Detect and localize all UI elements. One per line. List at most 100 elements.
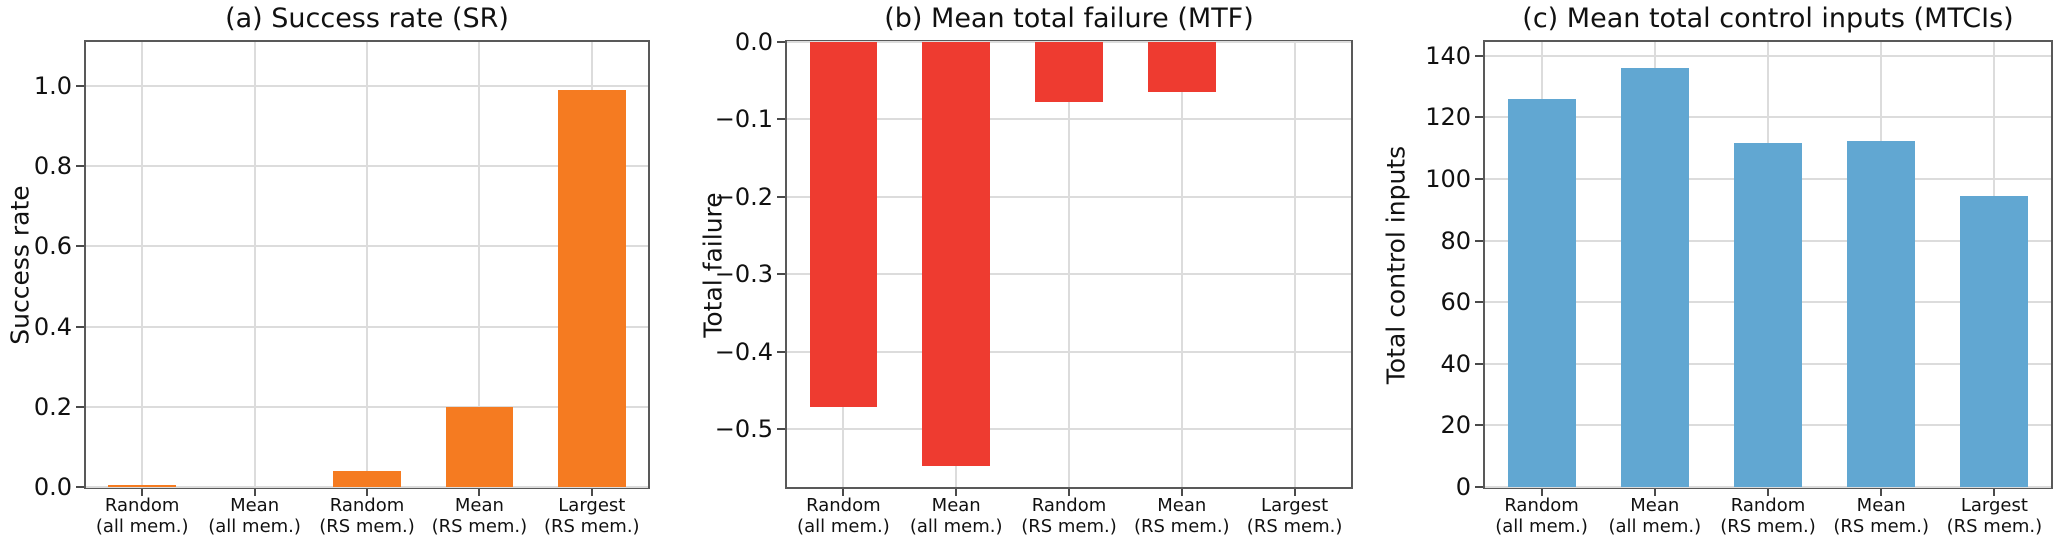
x-tick-label: Mean (RS mem.) [1134, 495, 1230, 537]
bar-mean-3 [1147, 42, 1216, 93]
chart-title: (c) Mean total control inputs (MTCIs) [1522, 3, 2014, 34]
bar-random-0 [1507, 98, 1576, 487]
x-tick-label: Mean (all mem.) [910, 495, 1003, 537]
x-tick-label-line1: Random [806, 495, 881, 516]
plot-area [785, 40, 1353, 489]
x-tick-mark [478, 489, 481, 496]
x-tick-mark [842, 489, 845, 496]
bar-largest-4 [558, 90, 626, 487]
y-tick-mark [1475, 486, 1483, 488]
bar-random-2 [1734, 142, 1802, 487]
gridline-h [1485, 486, 2051, 488]
x-tick-label-line2: (RS mem.) [544, 516, 640, 537]
x-tick-label: Mean (RS mem.) [432, 495, 528, 537]
y-tick-label: 120 [1425, 103, 1471, 132]
y-tick-label: 1.0 [33, 72, 72, 101]
y-tick-mark [1475, 178, 1483, 181]
bars-layer [86, 42, 648, 487]
y-tick-mark [1475, 239, 1483, 242]
y-axis-label: Success rate [5, 184, 35, 345]
x-tick-label: Random (RS mem.) [319, 495, 415, 537]
x-tick-label-line1: Random [329, 495, 405, 516]
y-tick-mark [777, 427, 785, 430]
y-tick-mark [1475, 362, 1483, 365]
x-tick-mark [1993, 489, 1996, 496]
gridline-v [253, 42, 256, 487]
y-tick-label: 140 [1425, 41, 1471, 70]
x-tick-mark [1293, 489, 1296, 496]
x-tick-mark [1767, 489, 1769, 496]
x-tick-label-line1: Largest [558, 495, 626, 516]
x-tick-label-line2: (all mem.) [797, 516, 890, 537]
x-tick-label-line2: (all mem.) [208, 516, 301, 537]
x-tick-label-line1: Mean [1856, 495, 1906, 516]
x-tick-mark [1540, 489, 1543, 496]
bar-random-2 [1035, 42, 1103, 103]
x-tick-label: Random (all mem.) [96, 495, 189, 537]
y-tick-label: 0.0 [734, 28, 773, 56]
chart-title: (b) Mean total failure (MTF) [884, 3, 1254, 34]
gridline-v [478, 42, 481, 487]
x-tick-label: Largest (RS mem.) [1247, 495, 1343, 537]
x-tick-label: Random (all mem.) [797, 495, 890, 537]
bars-layer [787, 42, 1351, 487]
y-tick-mark [777, 350, 785, 353]
plot-area [1483, 40, 2053, 489]
y-tick-mark [1475, 301, 1483, 304]
x-tick-label-line1: Random [104, 495, 180, 516]
x-tick-label-line1: Mean [931, 495, 981, 516]
bar-random-0 [809, 42, 878, 407]
y-tick-mark [777, 118, 785, 121]
x-tick-label-line2: (RS mem.) [1134, 516, 1230, 537]
x-tick-label: Largest (RS mem.) [1947, 495, 2043, 537]
bar-mean-3 [445, 406, 514, 487]
gridline-v [1068, 42, 1070, 487]
y-tick-mark [777, 273, 785, 276]
x-tick-mark [955, 489, 958, 496]
y-tick-mark [76, 165, 84, 168]
gridline-v [1293, 42, 1296, 487]
x-tick-label: Mean (all mem.) [1608, 495, 1701, 537]
y-axis-label: Total control inputs [1381, 145, 1411, 384]
y-tick-mark [777, 41, 785, 43]
chart-panel-mean-total-control-inputs: (c) Mean total control inputs (MTCIs) To… [1378, 0, 2067, 553]
y-tick-mark [1475, 424, 1483, 427]
y-tick-mark [777, 195, 785, 198]
plot-area [84, 40, 650, 489]
chart-panel-mean-total-failure: (b) Mean total failure (MTF) Total failu… [689, 0, 1378, 553]
x-tick-label-line2: (all mem.) [95, 516, 189, 537]
x-tick-mark [366, 489, 368, 496]
x-tick-label-line2: (all mem.) [1495, 516, 1588, 537]
x-tick-label-line1: Largest [1960, 495, 2028, 516]
chart-panel-success-rate: (a) Success rate (SR) Success rate 0.0 0.… [0, 0, 689, 553]
x-tick-mark [141, 489, 144, 496]
x-tick-label-line1: Random [1730, 495, 1806, 516]
x-tick-label-line2: (all mem.) [1608, 516, 1702, 537]
x-tick-mark [1180, 489, 1183, 496]
gridline-v [141, 42, 144, 487]
x-tick-label: Mean (RS mem.) [1833, 495, 1929, 537]
x-tick-label-line2: (RS mem.) [1720, 516, 1816, 537]
y-tick-mark [76, 85, 84, 88]
y-tick-label: 0.0 [33, 473, 72, 501]
x-tick-label-line1: Mean [1630, 495, 1680, 516]
bar-mean-1 [1620, 68, 1689, 487]
x-tick-label-line2: (RS mem.) [1833, 516, 1929, 537]
y-tick-label: 0 [1455, 473, 1471, 501]
bar-mean-1 [922, 42, 991, 467]
x-tick-label: Random (RS mem.) [1021, 495, 1117, 537]
x-tick-mark [1880, 489, 1883, 496]
x-tick-label-line1: Random [1504, 495, 1579, 516]
gridline-v [1180, 42, 1183, 487]
y-tick-mark [76, 486, 84, 488]
y-tick-mark [76, 325, 84, 328]
bar-mean-3 [1847, 141, 1916, 487]
x-tick-mark [253, 489, 256, 496]
x-tick-mark [1068, 489, 1070, 496]
gridline-v [366, 42, 368, 487]
bar-random-2 [333, 470, 401, 487]
y-tick-mark [1475, 116, 1483, 119]
bars-layer [1485, 42, 2051, 487]
x-tick-mark [1653, 489, 1656, 496]
